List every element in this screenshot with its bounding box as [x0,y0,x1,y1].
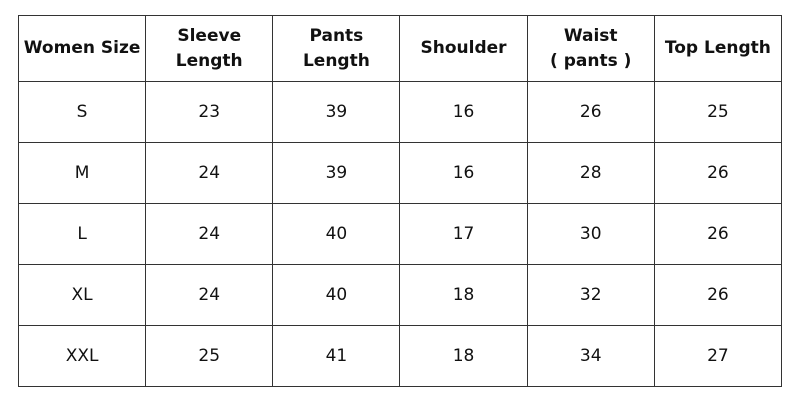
column-header: Top Length [653,15,783,82]
measurement-cell: 39 [272,81,401,143]
table-row: XL 24 40 18 32 26 [17,264,783,326]
measurement-cell: 41 [272,325,401,387]
size-cell: M [17,142,147,204]
column-header-line: ( pants ) [550,50,632,71]
measurement-cell: 17 [399,203,528,265]
size-cell: S [17,81,147,143]
measurement-cell: 40 [272,264,401,326]
table-row: S 23 39 16 26 25 [17,81,783,143]
column-header-line: Pants [309,25,364,46]
size-chart-table: Women Size Sleeve Length Pants Length Shoulde… [17,15,783,387]
column-header-line: Women Size [23,38,141,58]
table-row: XXL 25 41 18 34 27 [17,325,783,387]
column-header: Sleeve Length [145,15,274,82]
column-header-line: Top Length [664,38,771,58]
measurement-cell: 16 [399,142,528,204]
size-cell: L [17,203,147,265]
table-row: L 24 40 17 30 26 [17,203,783,265]
measurement-cell: 16 [399,81,528,143]
measurement-cell: 18 [399,264,528,326]
column-header-line: Sleeve [177,25,242,46]
column-header: Pants Length [272,15,401,82]
measurement-cell: 27 [653,325,783,387]
measurement-cell: 30 [526,203,655,265]
measurement-cell: 40 [272,203,401,265]
table-row: M 24 39 16 28 26 [17,142,783,204]
measurement-cell: 26 [653,142,783,204]
measurement-cell: 26 [653,203,783,265]
measurement-cell: 28 [526,142,655,204]
measurement-cell: 26 [653,264,783,326]
column-header-line: Waist [563,25,618,46]
measurement-cell: 39 [272,142,401,204]
size-cell: XXL [17,325,147,387]
measurement-cell: 24 [145,264,274,326]
size-cell: XL [17,264,147,326]
measurement-cell: 26 [526,81,655,143]
column-header: Shoulder [399,15,528,82]
column-header-line: Shoulder [420,38,507,58]
header-row: Women Size Sleeve Length Pants Length Shoulde… [17,15,783,82]
measurement-cell: 34 [526,325,655,387]
column-header: Waist ( pants ) [526,15,655,82]
measurement-cell: 32 [526,264,655,326]
measurement-cell: 24 [145,142,274,204]
measurement-cell: 24 [145,203,274,265]
column-header-line: Length [302,50,370,71]
column-header-line: Length [175,50,243,71]
measurement-cell: 25 [145,325,274,387]
table-body: S 23 39 16 26 25 M 24 39 16 28 26 L 24 40 17 30 26 XL 24 40 1… [17,81,783,387]
measurement-cell: 23 [145,81,274,143]
measurement-cell: 25 [653,81,783,143]
measurement-cell: 18 [399,325,528,387]
column-header: Women Size [17,15,147,82]
